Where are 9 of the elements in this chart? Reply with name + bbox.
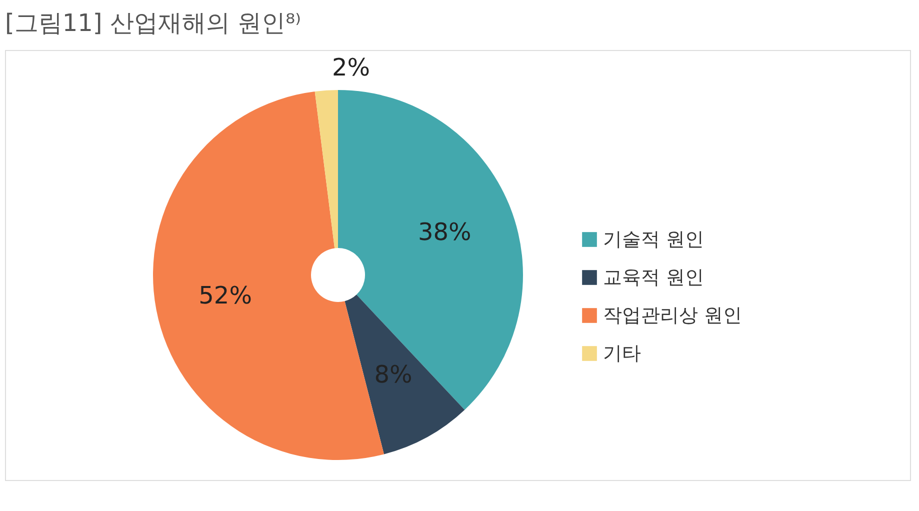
legend-label: 기타 bbox=[603, 342, 641, 364]
legend-label: 작업관리상 원인 bbox=[603, 304, 742, 326]
chart-title: [그림11] 산업재해의 원인⁸⁾ bbox=[5, 9, 302, 37]
data-label: 52% bbox=[198, 281, 252, 310]
data-label: 38% bbox=[418, 218, 472, 246]
legend-label: 교육적 원인 bbox=[603, 266, 704, 288]
data-label: 8% bbox=[374, 360, 412, 389]
legend-label: 기술적 원인 bbox=[603, 228, 704, 250]
data-label: 2% bbox=[332, 53, 370, 82]
